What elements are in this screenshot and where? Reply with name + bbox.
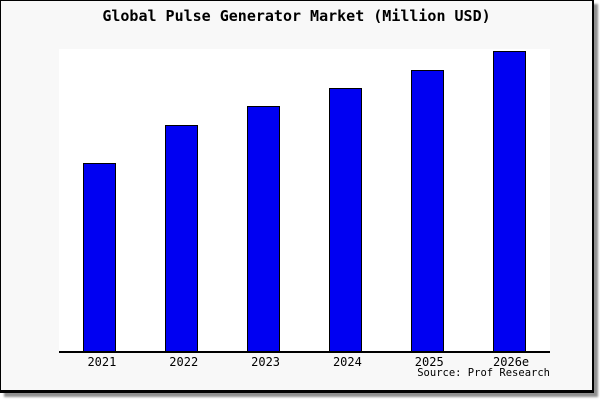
x-tick-label-2024: 2024 <box>332 355 362 369</box>
x-tick-label-2023: 2023 <box>251 355 281 369</box>
x-tick-label-2026e: 2026e <box>493 355 530 369</box>
x-tick-label-2022: 2022 <box>169 355 199 369</box>
chart-title: Global Pulse Generator Market (Million U… <box>102 7 491 25</box>
source-credit: Source: Prof Research <box>417 367 550 379</box>
plot-area <box>59 49 550 353</box>
bar-2022 <box>165 125 199 351</box>
chart-frame: Global Pulse Generator Market (Million U… <box>0 0 594 393</box>
bar-2026e <box>492 51 526 351</box>
bar-2024 <box>328 87 362 351</box>
x-tick-label-2025: 2025 <box>414 355 444 369</box>
x-tick-label-2021: 2021 <box>87 355 117 369</box>
bar-2025 <box>410 70 444 351</box>
bar-2021 <box>83 162 117 351</box>
bar-2023 <box>247 106 281 351</box>
